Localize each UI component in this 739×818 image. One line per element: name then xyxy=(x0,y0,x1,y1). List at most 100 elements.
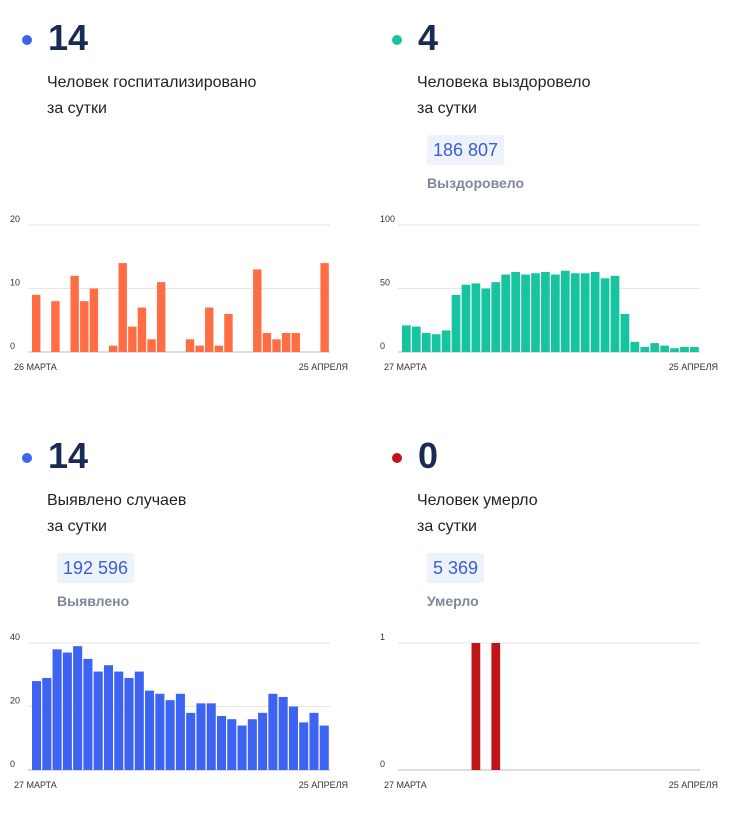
bar xyxy=(521,274,530,352)
bar xyxy=(501,274,511,352)
bar xyxy=(165,700,175,770)
bar xyxy=(156,282,166,352)
bar xyxy=(278,696,288,770)
card-caption: Человек умерло за сутки xyxy=(417,492,538,535)
x-start-label: 26 МАРТА xyxy=(14,362,57,372)
bar xyxy=(291,332,300,352)
card-died: 0 Человек умерло за сутки 5 369 Умерло 0… xyxy=(370,418,720,818)
bar xyxy=(70,275,79,352)
bar xyxy=(186,712,196,770)
y-tick-label: 1 xyxy=(380,632,385,642)
bar xyxy=(680,346,689,352)
bar xyxy=(491,643,501,770)
y-tick-label: 0 xyxy=(10,341,15,351)
bar xyxy=(62,652,72,770)
total-badge: 5 369 xyxy=(427,553,485,583)
bar xyxy=(309,712,319,770)
bar xyxy=(451,294,461,352)
bar xyxy=(411,326,421,352)
y-tick-label: 100 xyxy=(380,214,395,224)
bar xyxy=(52,649,62,770)
bar xyxy=(258,712,268,770)
bar xyxy=(610,275,620,352)
y-tick-label: 0 xyxy=(380,341,385,351)
y-tick-label: 0 xyxy=(10,759,15,769)
bar xyxy=(216,716,227,770)
y-tick-label: 20 xyxy=(10,214,20,224)
bar xyxy=(551,274,560,352)
bar xyxy=(247,719,257,770)
bar xyxy=(155,693,165,770)
bar xyxy=(42,677,52,770)
bar xyxy=(147,339,156,352)
bar xyxy=(570,273,580,352)
total-badge: 186 807 xyxy=(427,135,505,165)
red-dot-icon xyxy=(392,453,402,463)
bar-chart: 0 20 40 27 МАРТА 25 АПРЕЛЯ xyxy=(10,632,348,790)
bar xyxy=(402,325,411,352)
y-tick-label: 20 xyxy=(10,696,20,706)
bar xyxy=(103,665,114,770)
bar xyxy=(421,332,431,352)
daily-value: 14 xyxy=(48,17,89,58)
bar xyxy=(560,270,570,352)
card-detected: 14 Выявлено случаев за сутки 192 596 Выя… xyxy=(0,418,350,818)
bar xyxy=(80,301,89,352)
bar xyxy=(93,671,103,770)
card-recovered: 4 Человека выздоровело за сутки 186 807 … xyxy=(370,0,720,400)
bar xyxy=(471,283,481,352)
bar xyxy=(620,313,630,352)
bar-chart: 0 10 20 26 МАРТА 25 АПРЕЛЯ xyxy=(10,214,348,372)
bar xyxy=(511,271,520,352)
bar xyxy=(214,345,224,352)
bar xyxy=(288,706,298,770)
bar xyxy=(185,339,195,352)
bar xyxy=(227,719,237,770)
bar xyxy=(124,677,134,770)
bar xyxy=(108,345,118,352)
bar xyxy=(272,339,281,352)
total-label: Выявлено xyxy=(57,593,130,609)
bar xyxy=(253,269,262,352)
x-end-label: 25 АПРЕЛЯ xyxy=(299,362,348,372)
bar xyxy=(268,693,278,770)
bar xyxy=(73,646,83,770)
bar xyxy=(32,681,42,770)
bar xyxy=(206,703,216,770)
card-caption: Человек госпитализировано за сутки xyxy=(47,74,257,117)
bar xyxy=(83,658,93,770)
x-start-label: 27 МАРТА xyxy=(384,362,427,372)
green-dot-icon xyxy=(392,35,402,45)
bar xyxy=(128,326,137,352)
bar xyxy=(32,294,41,352)
bar xyxy=(471,643,481,770)
y-tick-label: 40 xyxy=(10,632,20,642)
bar xyxy=(196,703,206,770)
x-start-label: 27 МАРТА xyxy=(384,780,427,790)
bar xyxy=(118,263,127,352)
card-caption: Человека выздоровело за сутки xyxy=(417,74,591,117)
bar xyxy=(531,273,540,352)
bar xyxy=(262,332,272,352)
bar xyxy=(690,346,699,352)
bar xyxy=(461,284,471,352)
total-badge: 192 596 xyxy=(57,553,135,583)
bar xyxy=(319,725,329,770)
bar xyxy=(580,273,590,352)
daily-value: 0 xyxy=(418,435,439,476)
card-hospitalized: 14 Человек госпитализировано за сутки 0 1… xyxy=(0,0,350,400)
total-label: Выздоровело xyxy=(427,175,525,191)
bar xyxy=(114,671,124,770)
bar xyxy=(320,263,329,352)
bar-chart: 0 50 100 27 МАРТА 25 АПРЕЛЯ xyxy=(380,214,718,372)
x-end-label: 25 АПРЕЛЯ xyxy=(299,780,348,790)
bar xyxy=(145,690,155,770)
bar xyxy=(650,343,660,352)
daily-value: 4 xyxy=(418,17,439,58)
bar-chart: 0 1 27 МАРТА 25 АПРЕЛЯ xyxy=(380,632,718,790)
bar xyxy=(299,722,309,770)
bar xyxy=(660,345,669,352)
y-tick-label: 0 xyxy=(380,759,385,769)
x-end-label: 25 АПРЕЛЯ xyxy=(669,780,718,790)
bar xyxy=(237,725,247,770)
